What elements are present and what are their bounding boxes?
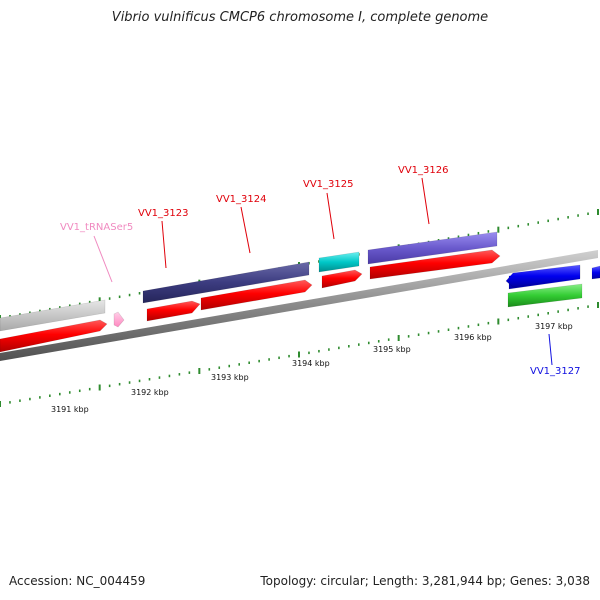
- leader-3126: [421, 177, 430, 225]
- kbp-label-3192: 3192 kbp: [131, 388, 169, 397]
- label-leaders: [93, 177, 553, 366]
- topology-text: Topology: circular; Length: 3,281,944 bp…: [260, 574, 590, 588]
- gene-label-3123: VV1_3123: [138, 208, 189, 219]
- map-title: Vibrio vulnificus CMCP6 chromosome I, co…: [111, 10, 489, 25]
- gene-label-3125: VV1_3125: [303, 179, 354, 190]
- kbp-label-3193: 3193 kbp: [211, 373, 249, 382]
- cds-bar-3124: [200, 279, 313, 311]
- gene-arrow-3127: [505, 264, 581, 288]
- leader-3127: [548, 333, 553, 366]
- trna-bar: [113, 311, 125, 328]
- gene-label-trna: VV1_tRNASer5: [60, 222, 133, 233]
- leader-3123: [161, 220, 167, 269]
- accession-text: Accession: NC_004459: [9, 574, 146, 588]
- kbp-label-3191: 3191 kbp: [51, 405, 89, 414]
- kbp-label-3197: 3197 kbp: [535, 322, 573, 331]
- cds-bar-3125: [321, 269, 363, 289]
- kbp-label-3195: 3195 kbp: [373, 345, 411, 354]
- gene-label-3127: VV1_3127: [530, 366, 581, 377]
- gene-bar-3126: [367, 231, 498, 265]
- gene-bar-3124: [142, 261, 310, 304]
- kbp-label-3194: 3194 kbp: [292, 359, 330, 368]
- cds-bar-3126: [369, 249, 501, 280]
- gene-bar-3127b: [591, 265, 600, 280]
- inner-tick-marks: [0, 302, 599, 407]
- feature-track: [0, 231, 600, 353]
- leader-trna: [93, 235, 113, 283]
- leader-3124: [240, 206, 251, 254]
- cds-bar-3123: [146, 300, 201, 322]
- backbone: [0, 250, 598, 361]
- grey-feature-bar: [0, 299, 106, 332]
- backbone-band: [0, 250, 598, 361]
- cds-bar-1: [0, 319, 108, 353]
- leader-3125: [326, 192, 335, 240]
- gene-label-3124: VV1_3124: [216, 194, 267, 205]
- gene-bar-3127-green: [507, 283, 583, 308]
- kbp-label-3196: 3196 kbp: [454, 333, 492, 342]
- gene-bar-3125: [318, 251, 360, 273]
- gene-label-3126: VV1_3126: [398, 165, 449, 176]
